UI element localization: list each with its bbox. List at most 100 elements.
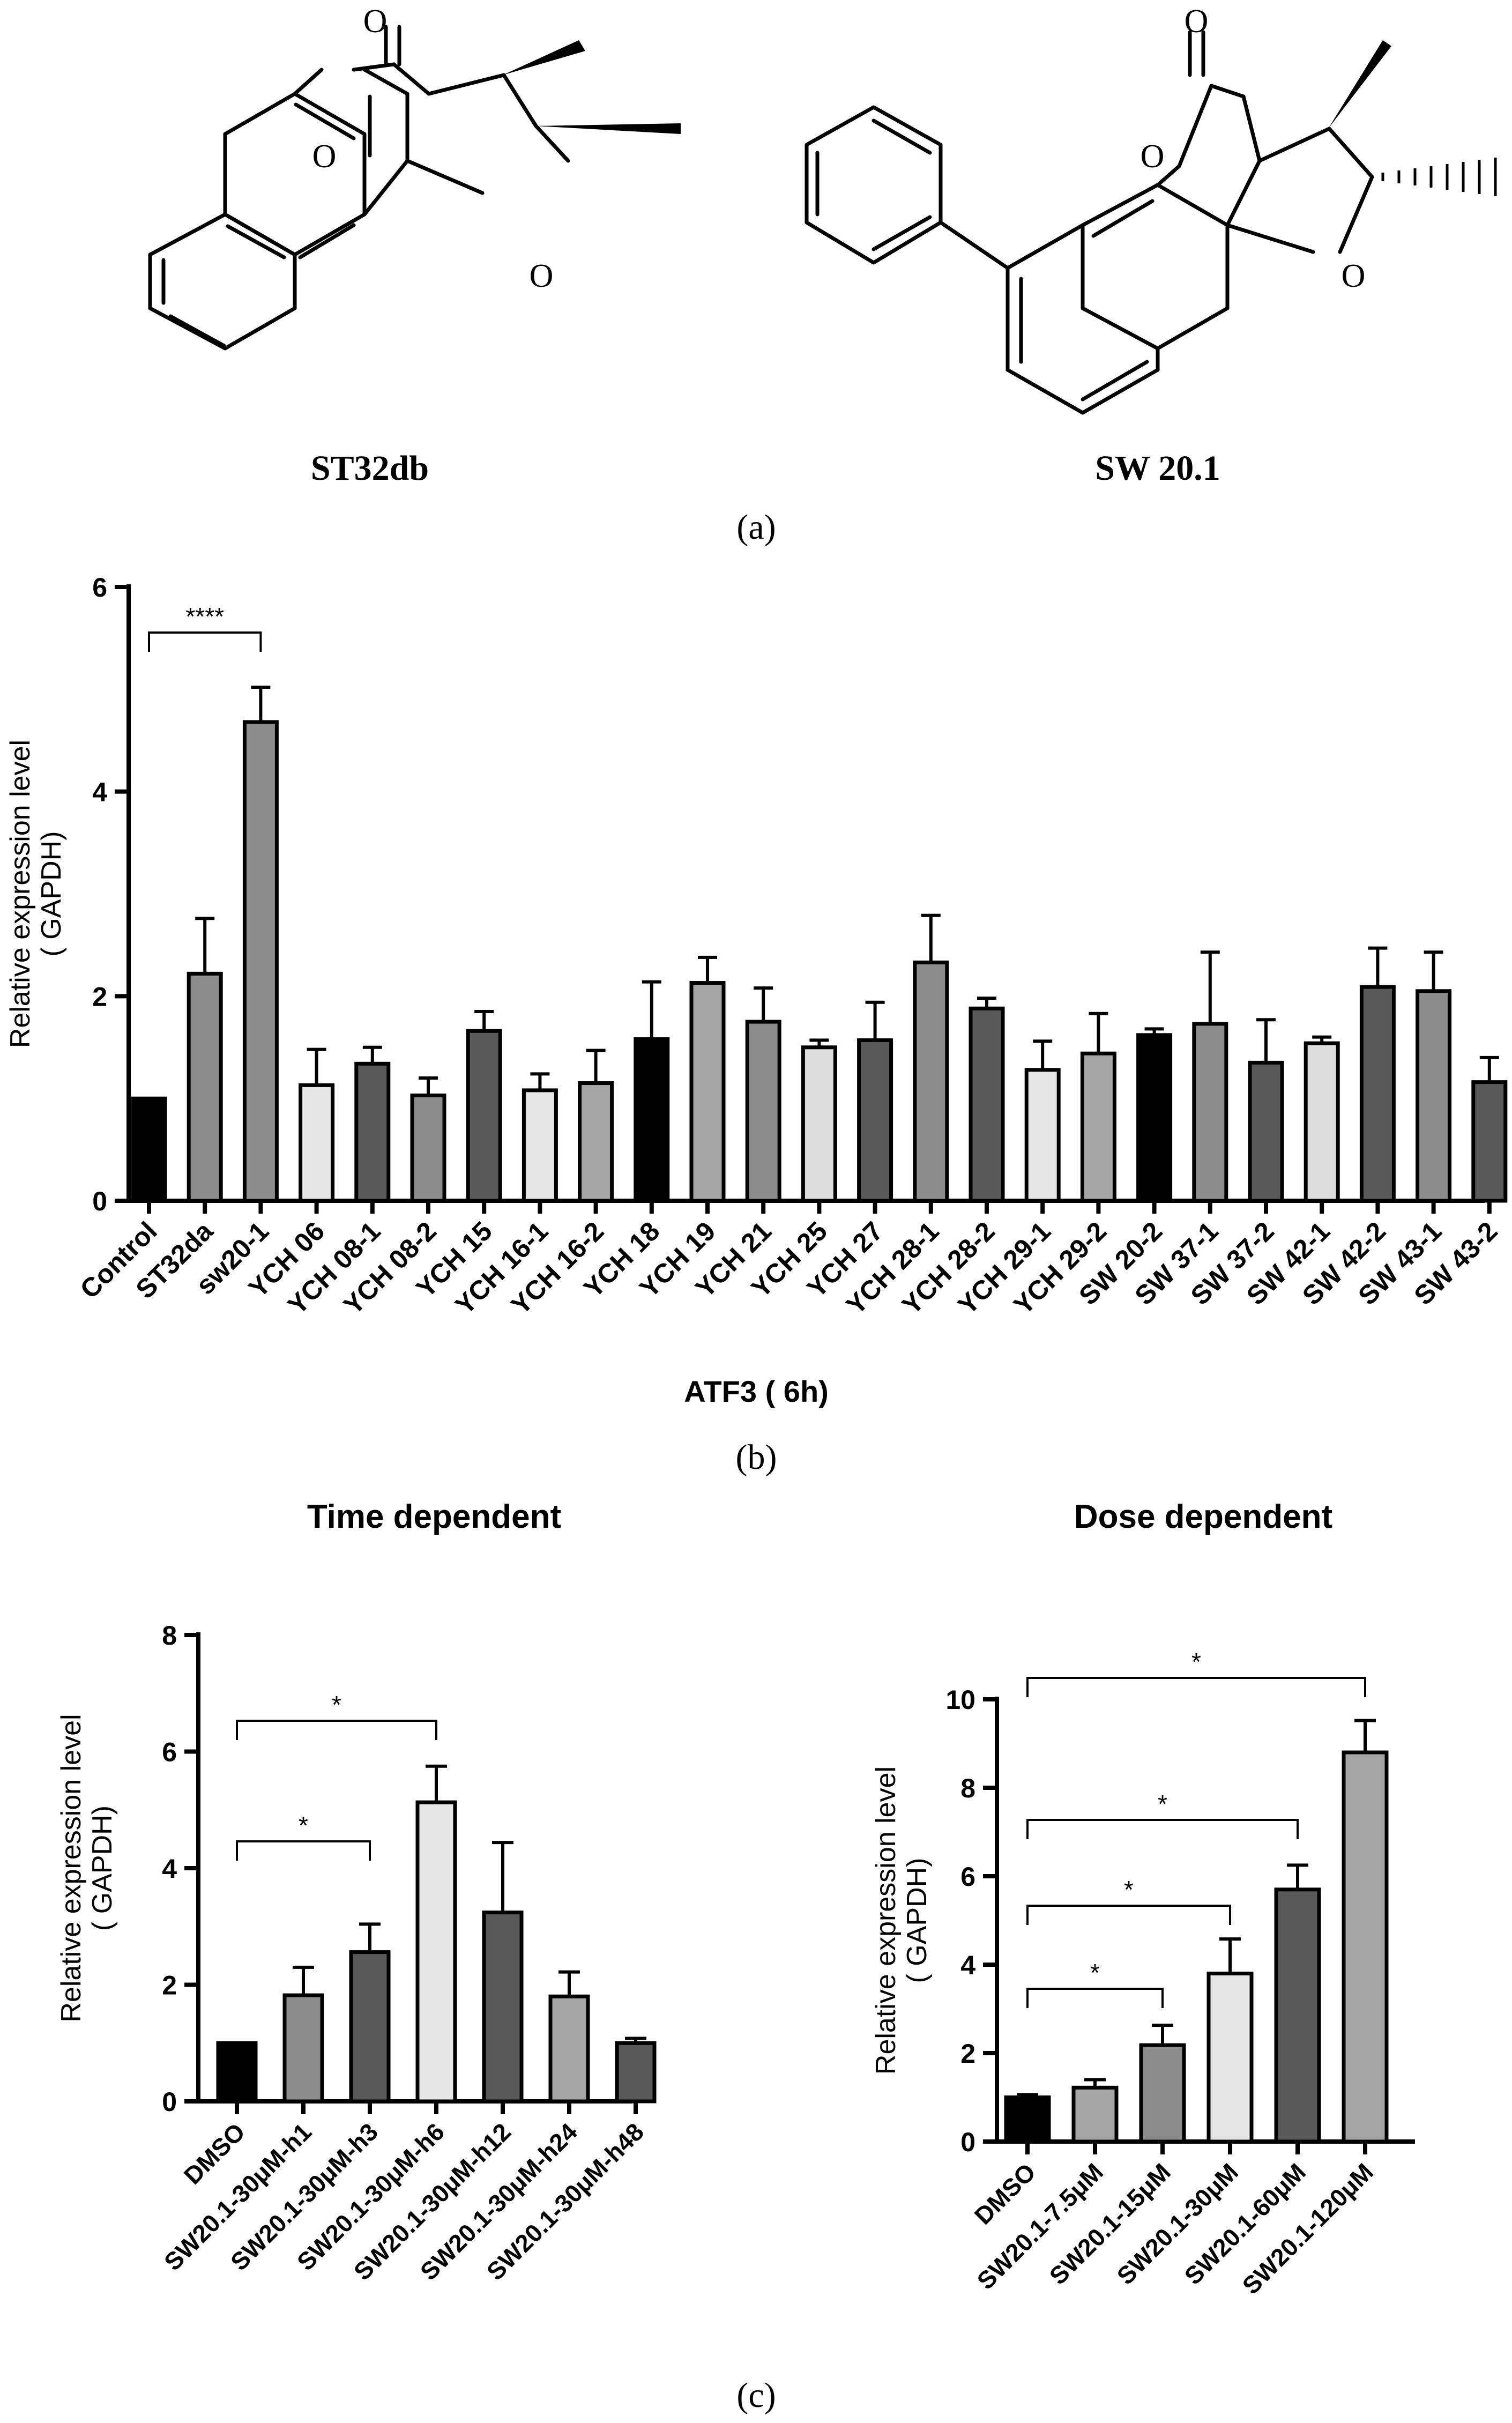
- molecule-name-st32db: ST32db: [311, 449, 429, 488]
- atom-label: O: [363, 3, 388, 40]
- significance-bracket: [1026, 1988, 1164, 2008]
- bar: [548, 1994, 590, 2104]
- x-tick-label: SW20.1-15μM: [1044, 2158, 1176, 2290]
- significance-bracket: [236, 1720, 437, 1740]
- x-tick-label: SW20.1-60μM: [1179, 2158, 1311, 2290]
- bond-ring-naphthalene-left: [148, 212, 297, 351]
- y-axis-label: Relative expression level( GAPDH): [5, 740, 67, 1048]
- bar: [282, 1993, 324, 2104]
- bar: [1004, 2095, 1051, 2144]
- chart-title: Dose dependent: [1074, 1498, 1332, 1535]
- bar: [1080, 1051, 1116, 1203]
- bar: [1359, 985, 1396, 1203]
- bar: [410, 1093, 446, 1203]
- wedge-bond-methyl-2: [536, 123, 681, 134]
- y-axis-label-line: Relative expression level: [56, 1714, 87, 2022]
- y-axis-label-line: ( GAPDH): [36, 831, 67, 957]
- bar: [801, 1045, 837, 1203]
- y-tick-label: 4: [92, 777, 107, 807]
- y-tick-label: 2: [162, 1971, 177, 2001]
- y-tick-label: 8: [960, 1773, 975, 1803]
- significance-bracket: [1026, 1677, 1366, 1697]
- bar: [216, 2041, 258, 2104]
- molecule-name-sw20-1: SW 20.1: [1095, 449, 1220, 488]
- bar: [299, 1083, 335, 1203]
- y-axis-label-line: Relative expression level: [5, 740, 36, 1048]
- bar: [913, 960, 949, 1203]
- bar: [1071, 2085, 1119, 2144]
- y-tick-label: 6: [960, 1862, 975, 1892]
- bar: [415, 1800, 457, 2104]
- y-tick-label: 8: [162, 1621, 177, 1651]
- bond-ring-phenyl: [805, 105, 943, 265]
- significance-label: ****: [185, 603, 224, 630]
- y-tick-label: 4: [162, 1854, 177, 1884]
- wedge-bond-methyl-1: [503, 40, 585, 75]
- y-axis-label-line: ( GAPDH): [902, 1858, 933, 1983]
- bar: [857, 1038, 893, 1203]
- bar: [349, 1950, 391, 2104]
- hash-bond-methyl-4: [1381, 158, 1497, 196]
- significance-bracket: [1026, 1905, 1231, 1925]
- y-axis-label: Relative expression level( GAPDH): [870, 1766, 933, 2075]
- bar: [689, 981, 726, 1203]
- bar: [354, 1061, 391, 1203]
- significance-bracket: [236, 1840, 371, 1861]
- significance-label: *: [1090, 1959, 1100, 1987]
- bar: [1416, 989, 1452, 1203]
- chart-title: Time dependent: [307, 1498, 561, 1535]
- panel-caption-a: (a): [736, 508, 776, 547]
- wedge-bond-methyl-3: [1328, 40, 1391, 129]
- bar: [745, 1020, 781, 1203]
- bar: [578, 1081, 614, 1203]
- significance-label: *: [1158, 1790, 1167, 1818]
- bar: [522, 1088, 558, 1203]
- y-tick-label: 2: [92, 982, 107, 1012]
- significance-label: *: [1191, 1648, 1201, 1676]
- bar: [969, 1006, 1005, 1203]
- atom-label: O: [530, 258, 554, 294]
- significance-label: *: [332, 1691, 341, 1719]
- panel-caption-c: (c): [736, 2376, 776, 2415]
- bond-ring-core: [1081, 183, 1230, 351]
- y-tick-label: 2: [960, 2039, 975, 2069]
- bar: [634, 1037, 670, 1203]
- molecule-sw20-1: [805, 30, 1374, 415]
- significance-bracket: [148, 631, 262, 652]
- bar: [482, 1911, 524, 2104]
- chart-b: Relative expression level( GAPDH)0246Con…: [5, 573, 1508, 1408]
- y-axis-label: Relative expression level( GAPDH): [56, 1714, 118, 2022]
- significance-label: *: [1124, 1876, 1134, 1904]
- y-tick-label: 10: [945, 1685, 975, 1715]
- bar: [1471, 1080, 1508, 1203]
- bar: [242, 720, 279, 1203]
- bar: [1304, 1041, 1340, 1203]
- bar: [1192, 1022, 1228, 1203]
- bar: [1274, 1887, 1321, 2144]
- atom-label: O: [1342, 258, 1366, 294]
- y-tick-label: 6: [162, 1737, 177, 1767]
- atom-label: O: [1185, 3, 1209, 40]
- bar: [1139, 2043, 1186, 2144]
- bar: [1024, 1068, 1061, 1203]
- y-tick-label: 0: [162, 2087, 177, 2117]
- bar: [187, 971, 223, 1203]
- y-axis-label-line: Relative expression level: [870, 1766, 902, 2075]
- y-tick-label: 4: [960, 1950, 975, 1980]
- x-tick-label: SW20.1-30μM: [1112, 2158, 1243, 2290]
- bar: [1136, 1033, 1173, 1203]
- y-tick-label: 6: [92, 573, 107, 603]
- bar: [1342, 1750, 1389, 2144]
- chart-c-time: Time dependent Relative expression level(…: [56, 1498, 657, 2286]
- significance-label: *: [299, 1811, 308, 1839]
- atom-label: O: [1141, 138, 1165, 175]
- significance-bracket: [1026, 1819, 1299, 1839]
- x-axis-label: ATF3 ( 6h): [684, 1374, 829, 1408]
- bar: [466, 1029, 502, 1203]
- panel-caption-b: (b): [736, 1438, 777, 1477]
- y-tick-label: 0: [960, 2127, 975, 2157]
- chart-c-dose: Dose dependent Relative expression level(…: [870, 1498, 1415, 2300]
- molecule-st32db: [148, 25, 570, 351]
- bar: [615, 2041, 657, 2104]
